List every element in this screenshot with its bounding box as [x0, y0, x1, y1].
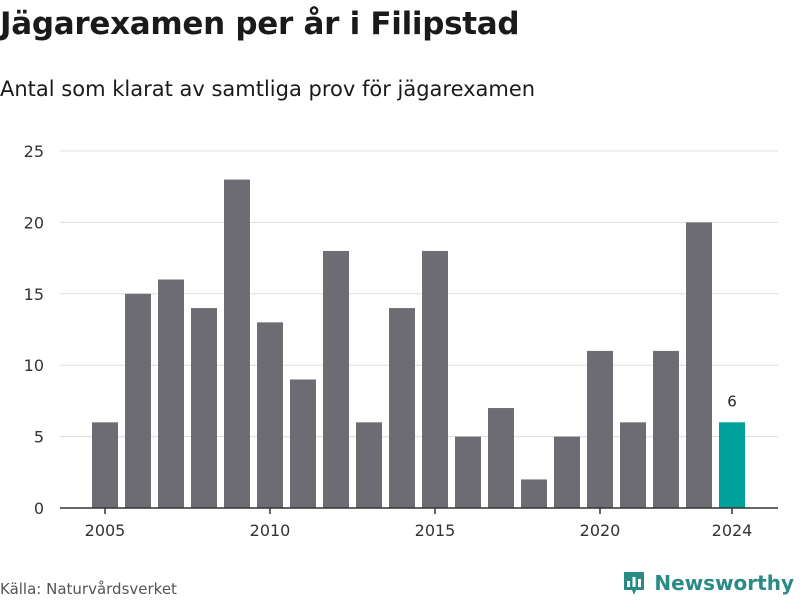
- bar: [455, 436, 481, 508]
- x-tick-label: 2024: [712, 521, 753, 540]
- bar: [323, 250, 349, 508]
- bar: [488, 408, 514, 508]
- bar: [521, 479, 547, 508]
- x-tick-label: 2015: [415, 521, 456, 540]
- y-tick-label: 25: [24, 142, 44, 161]
- bar: [191, 308, 217, 508]
- bar: [686, 222, 712, 508]
- bar: [224, 179, 250, 508]
- bar: [719, 422, 745, 508]
- newsworthy-logo-icon: [624, 572, 645, 595]
- bar: [356, 422, 382, 508]
- bar: [587, 350, 613, 508]
- bar: [422, 250, 448, 508]
- brand-name: Newsworthy: [654, 571, 794, 595]
- y-tick-label: 0: [34, 499, 44, 518]
- source-note: Källa: Naturvårdsverket: [0, 580, 177, 598]
- y-tick-label: 15: [24, 285, 44, 304]
- bar: [554, 436, 580, 508]
- bar: [290, 379, 316, 508]
- brand-logo: Newsworthy: [622, 570, 794, 596]
- bar: [620, 422, 646, 508]
- chart-subtitle: Antal som klarat av samtliga prov för jä…: [0, 77, 536, 101]
- bar: [389, 308, 415, 508]
- bar: [257, 322, 283, 508]
- bar: [92, 422, 118, 508]
- x-tick-label: 2005: [85, 521, 126, 540]
- y-tick-label: 5: [34, 428, 44, 447]
- data-label: 6: [727, 392, 737, 410]
- bar: [158, 279, 184, 508]
- y-tick-label: 10: [24, 356, 44, 375]
- bar: [125, 293, 151, 508]
- chart-title: Jägarexamen per år i Filipstad: [0, 6, 520, 42]
- x-tick-label: 2010: [250, 521, 291, 540]
- y-tick-label: 20: [24, 213, 44, 232]
- x-tick-label: 2020: [580, 521, 621, 540]
- bar: [653, 350, 679, 508]
